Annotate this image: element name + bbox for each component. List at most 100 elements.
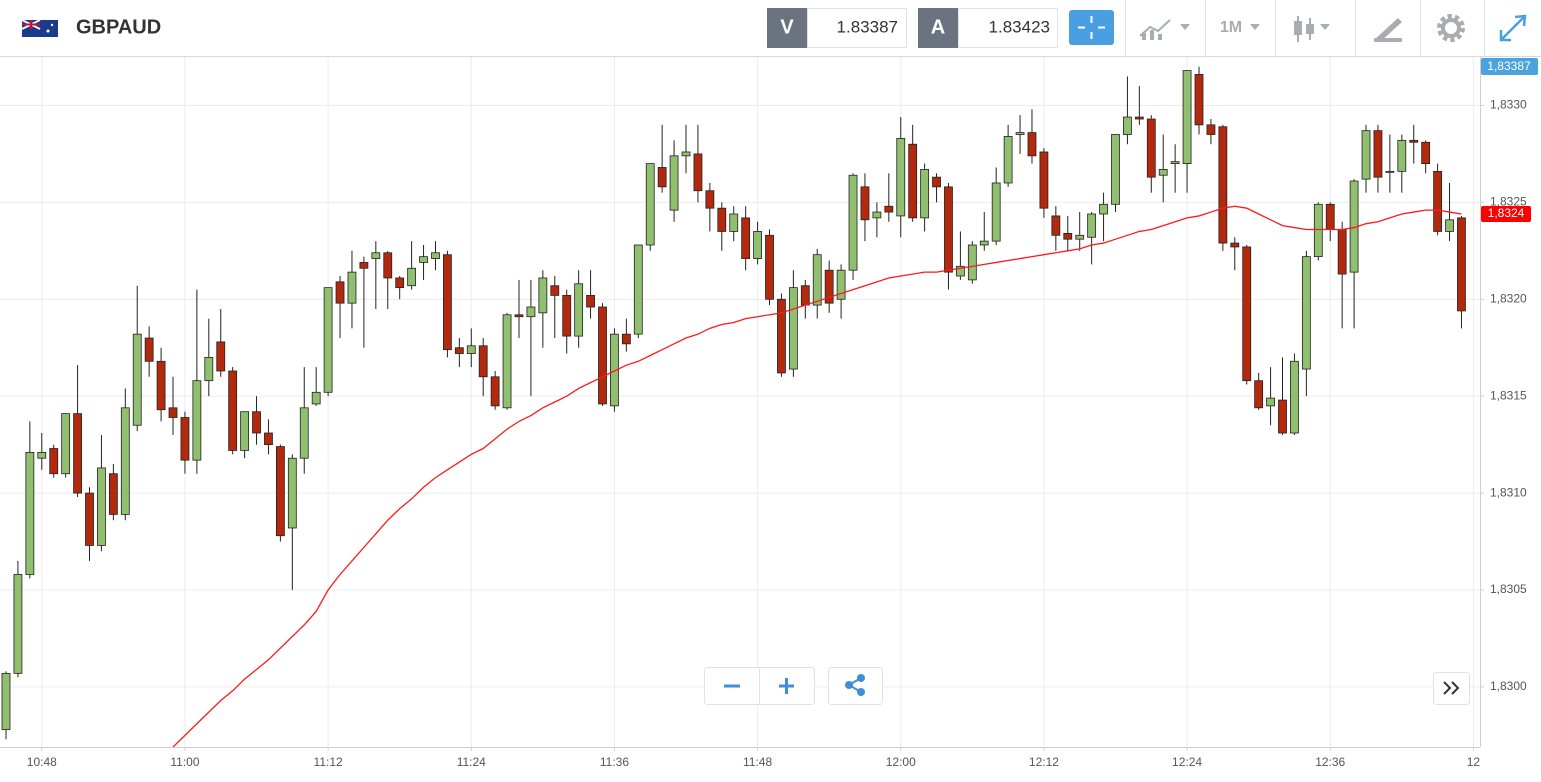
candle-body (120, 407, 130, 515)
x-tick-label: 12:12 (1029, 755, 1059, 769)
candle-body (85, 492, 94, 546)
candle-body (1063, 232, 1073, 240)
candle-body (526, 306, 536, 318)
indicator-button[interactable] (1139, 19, 1190, 40)
candle-body (37, 451, 47, 459)
candle-body (1027, 132, 1037, 157)
candle-body (848, 174, 858, 271)
candle-body (1385, 170, 1395, 173)
candle-body (61, 413, 71, 475)
candle-body (1254, 380, 1264, 409)
candle-body (705, 190, 715, 209)
candle-body (252, 411, 261, 434)
moving-average-line (172, 205, 1462, 747)
ask-value: 1.83423 (989, 17, 1050, 36)
candle-body (1278, 399, 1287, 434)
timeframe-button[interactable]: 1M (1220, 19, 1260, 36)
candle-body (287, 457, 297, 529)
settings-button[interactable] (1437, 14, 1465, 42)
ask-button[interactable] (918, 8, 958, 48)
last-price-label: 1,83387 (1487, 59, 1531, 73)
candle-body (1146, 118, 1156, 178)
candle-body (633, 244, 643, 335)
candle-body (1445, 219, 1454, 232)
candle-body (144, 337, 154, 362)
share-button[interactable] (828, 667, 883, 705)
fullscreen-button[interactable] (1499, 14, 1527, 42)
candle-body (1075, 234, 1085, 240)
x-tick-label: 11:36 (600, 755, 629, 769)
x-tick-label: 11:00 (170, 755, 199, 769)
candle-body (407, 267, 417, 287)
candle-body (395, 277, 405, 289)
candle-body (216, 341, 226, 372)
candle-body (431, 252, 440, 259)
chart-type-button[interactable] (1294, 16, 1330, 42)
scroll-right-button[interactable] (1433, 672, 1470, 705)
candle-body (454, 347, 464, 354)
candle-body (132, 333, 142, 426)
x-tick-label: 12:36 (1315, 755, 1345, 769)
candle-body (753, 231, 762, 259)
bid-label: V (780, 16, 794, 38)
candle-body (729, 213, 739, 232)
candle-body (908, 143, 918, 219)
candle-body (896, 138, 906, 217)
ma-label: 1,8324 (1488, 206, 1525, 220)
flag (21, 19, 58, 37)
x-tick-label: 11:48 (743, 755, 772, 769)
crosshair-button[interactable] (1069, 10, 1114, 45)
candle-body (1409, 139, 1419, 143)
candle-body (860, 186, 870, 221)
candle-body (1218, 126, 1228, 244)
candle-body (598, 306, 607, 405)
candle-body (347, 271, 357, 304)
bid-button[interactable] (767, 8, 807, 48)
candle-body (1313, 203, 1323, 258)
candle-body (1087, 213, 1097, 238)
candle-body (645, 163, 655, 246)
x-tick-label: 12:24 (1172, 755, 1202, 769)
candle-body (777, 298, 786, 374)
toolbar-separators (1125, 0, 1485, 56)
candle-body (323, 287, 333, 393)
candle-body (1015, 132, 1025, 135)
candle-body (299, 407, 309, 459)
grid (0, 57, 1480, 747)
candle-body (1111, 134, 1120, 205)
candle-body (979, 240, 989, 246)
bid-value: 1.83387 (837, 17, 898, 36)
candle-body (97, 467, 106, 546)
candle-body (443, 254, 452, 351)
candle-body (502, 314, 512, 409)
candle-body (490, 376, 500, 407)
x-tick-label: 10:48 (27, 755, 57, 769)
candle-body (1361, 130, 1371, 180)
series (1, 66, 1466, 747)
y-tick-label: 1,8325 (1490, 195, 1527, 209)
candle-body (717, 207, 727, 232)
candle-body (574, 283, 584, 337)
candle-body (168, 407, 178, 418)
candle-body (872, 211, 882, 219)
candle-body (788, 287, 798, 370)
candle-body (657, 167, 667, 188)
candle-body (1003, 136, 1013, 184)
candle-body (765, 234, 774, 300)
candle-body (204, 357, 214, 382)
candle-body (335, 281, 345, 304)
candle-body (1099, 203, 1108, 215)
zoom-in-button[interactable] (779, 678, 794, 694)
candle-body (156, 360, 166, 411)
candle-body (1290, 360, 1299, 434)
candle-body (228, 370, 238, 451)
draw-button[interactable] (1374, 18, 1402, 42)
x-tick-label: 12 (1467, 755, 1481, 769)
symbol: GBPAUD (76, 16, 161, 38)
ask-label: A (931, 16, 945, 38)
candle-body (371, 252, 381, 259)
x-tick-label: 11:12 (314, 755, 343, 769)
candle-body (1134, 116, 1144, 120)
candle-body (1457, 217, 1466, 312)
